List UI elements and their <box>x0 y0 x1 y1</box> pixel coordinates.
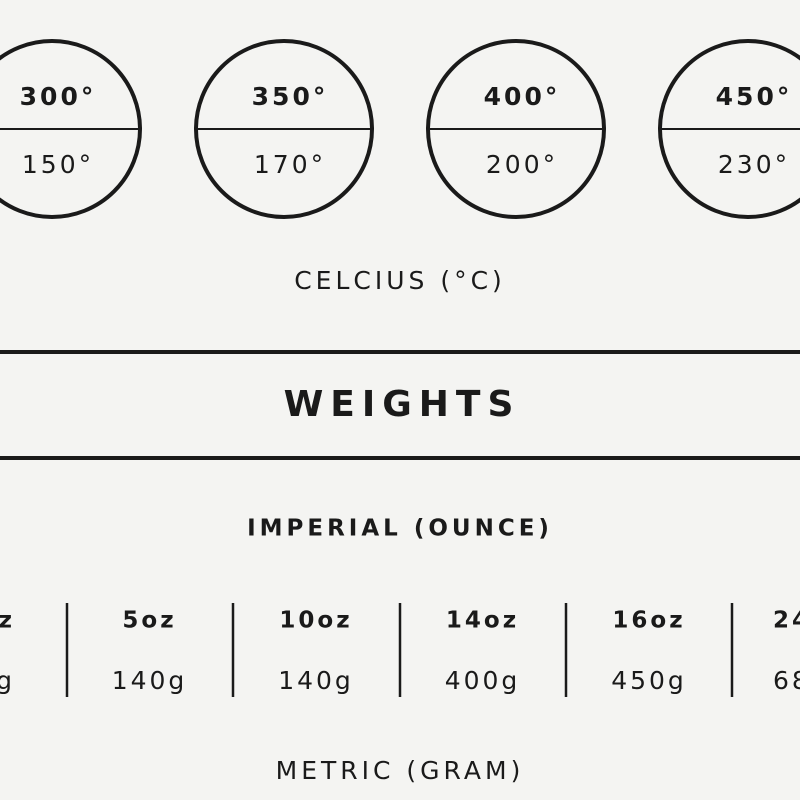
imperial-weight: 24 <box>773 608 800 634</box>
metric-weight: 140g <box>278 666 354 695</box>
imperial-weight: 10oz <box>279 608 352 634</box>
metric-weight: g <box>0 666 15 695</box>
metric-weight: 68 <box>773 666 800 695</box>
metric-weight: 400g <box>445 666 521 695</box>
fahrenheit: 450° <box>716 82 793 111</box>
metric-weight: 450g <box>611 666 687 695</box>
imperial-weight: z <box>0 608 15 634</box>
metric-weight: 140g <box>112 666 188 695</box>
celsius: 170° <box>254 150 326 179</box>
imperial-weight: 5oz <box>122 608 176 634</box>
fahrenheit: 400° <box>484 82 561 111</box>
celsius-label: CELCIUS (°C) <box>294 266 506 295</box>
fahrenheit: 300° <box>20 82 97 111</box>
weight-columns: z g 5oz 140g 10oz 140g 14oz 400g 16oz 450g 24 68 <box>0 603 800 697</box>
imperial-weight: 16oz <box>612 608 685 634</box>
imperial-label: IMPERIAL (OUNCE) <box>247 516 553 542</box>
fahrenheit: 350° <box>252 82 329 111</box>
celsius: 200° <box>486 150 558 179</box>
imperial-weight: 14oz <box>446 608 519 634</box>
divider <box>0 350 800 354</box>
divider <box>0 456 800 460</box>
temperature-circles: 300° 150° 350° 170° 400° 200° 450° 230° <box>0 39 800 219</box>
celsius: 150° <box>22 150 94 179</box>
celsius: 230° <box>718 150 790 179</box>
section-title: WEIGHTS <box>284 384 521 425</box>
metric-label: METRIC (GRAM) <box>276 756 525 785</box>
